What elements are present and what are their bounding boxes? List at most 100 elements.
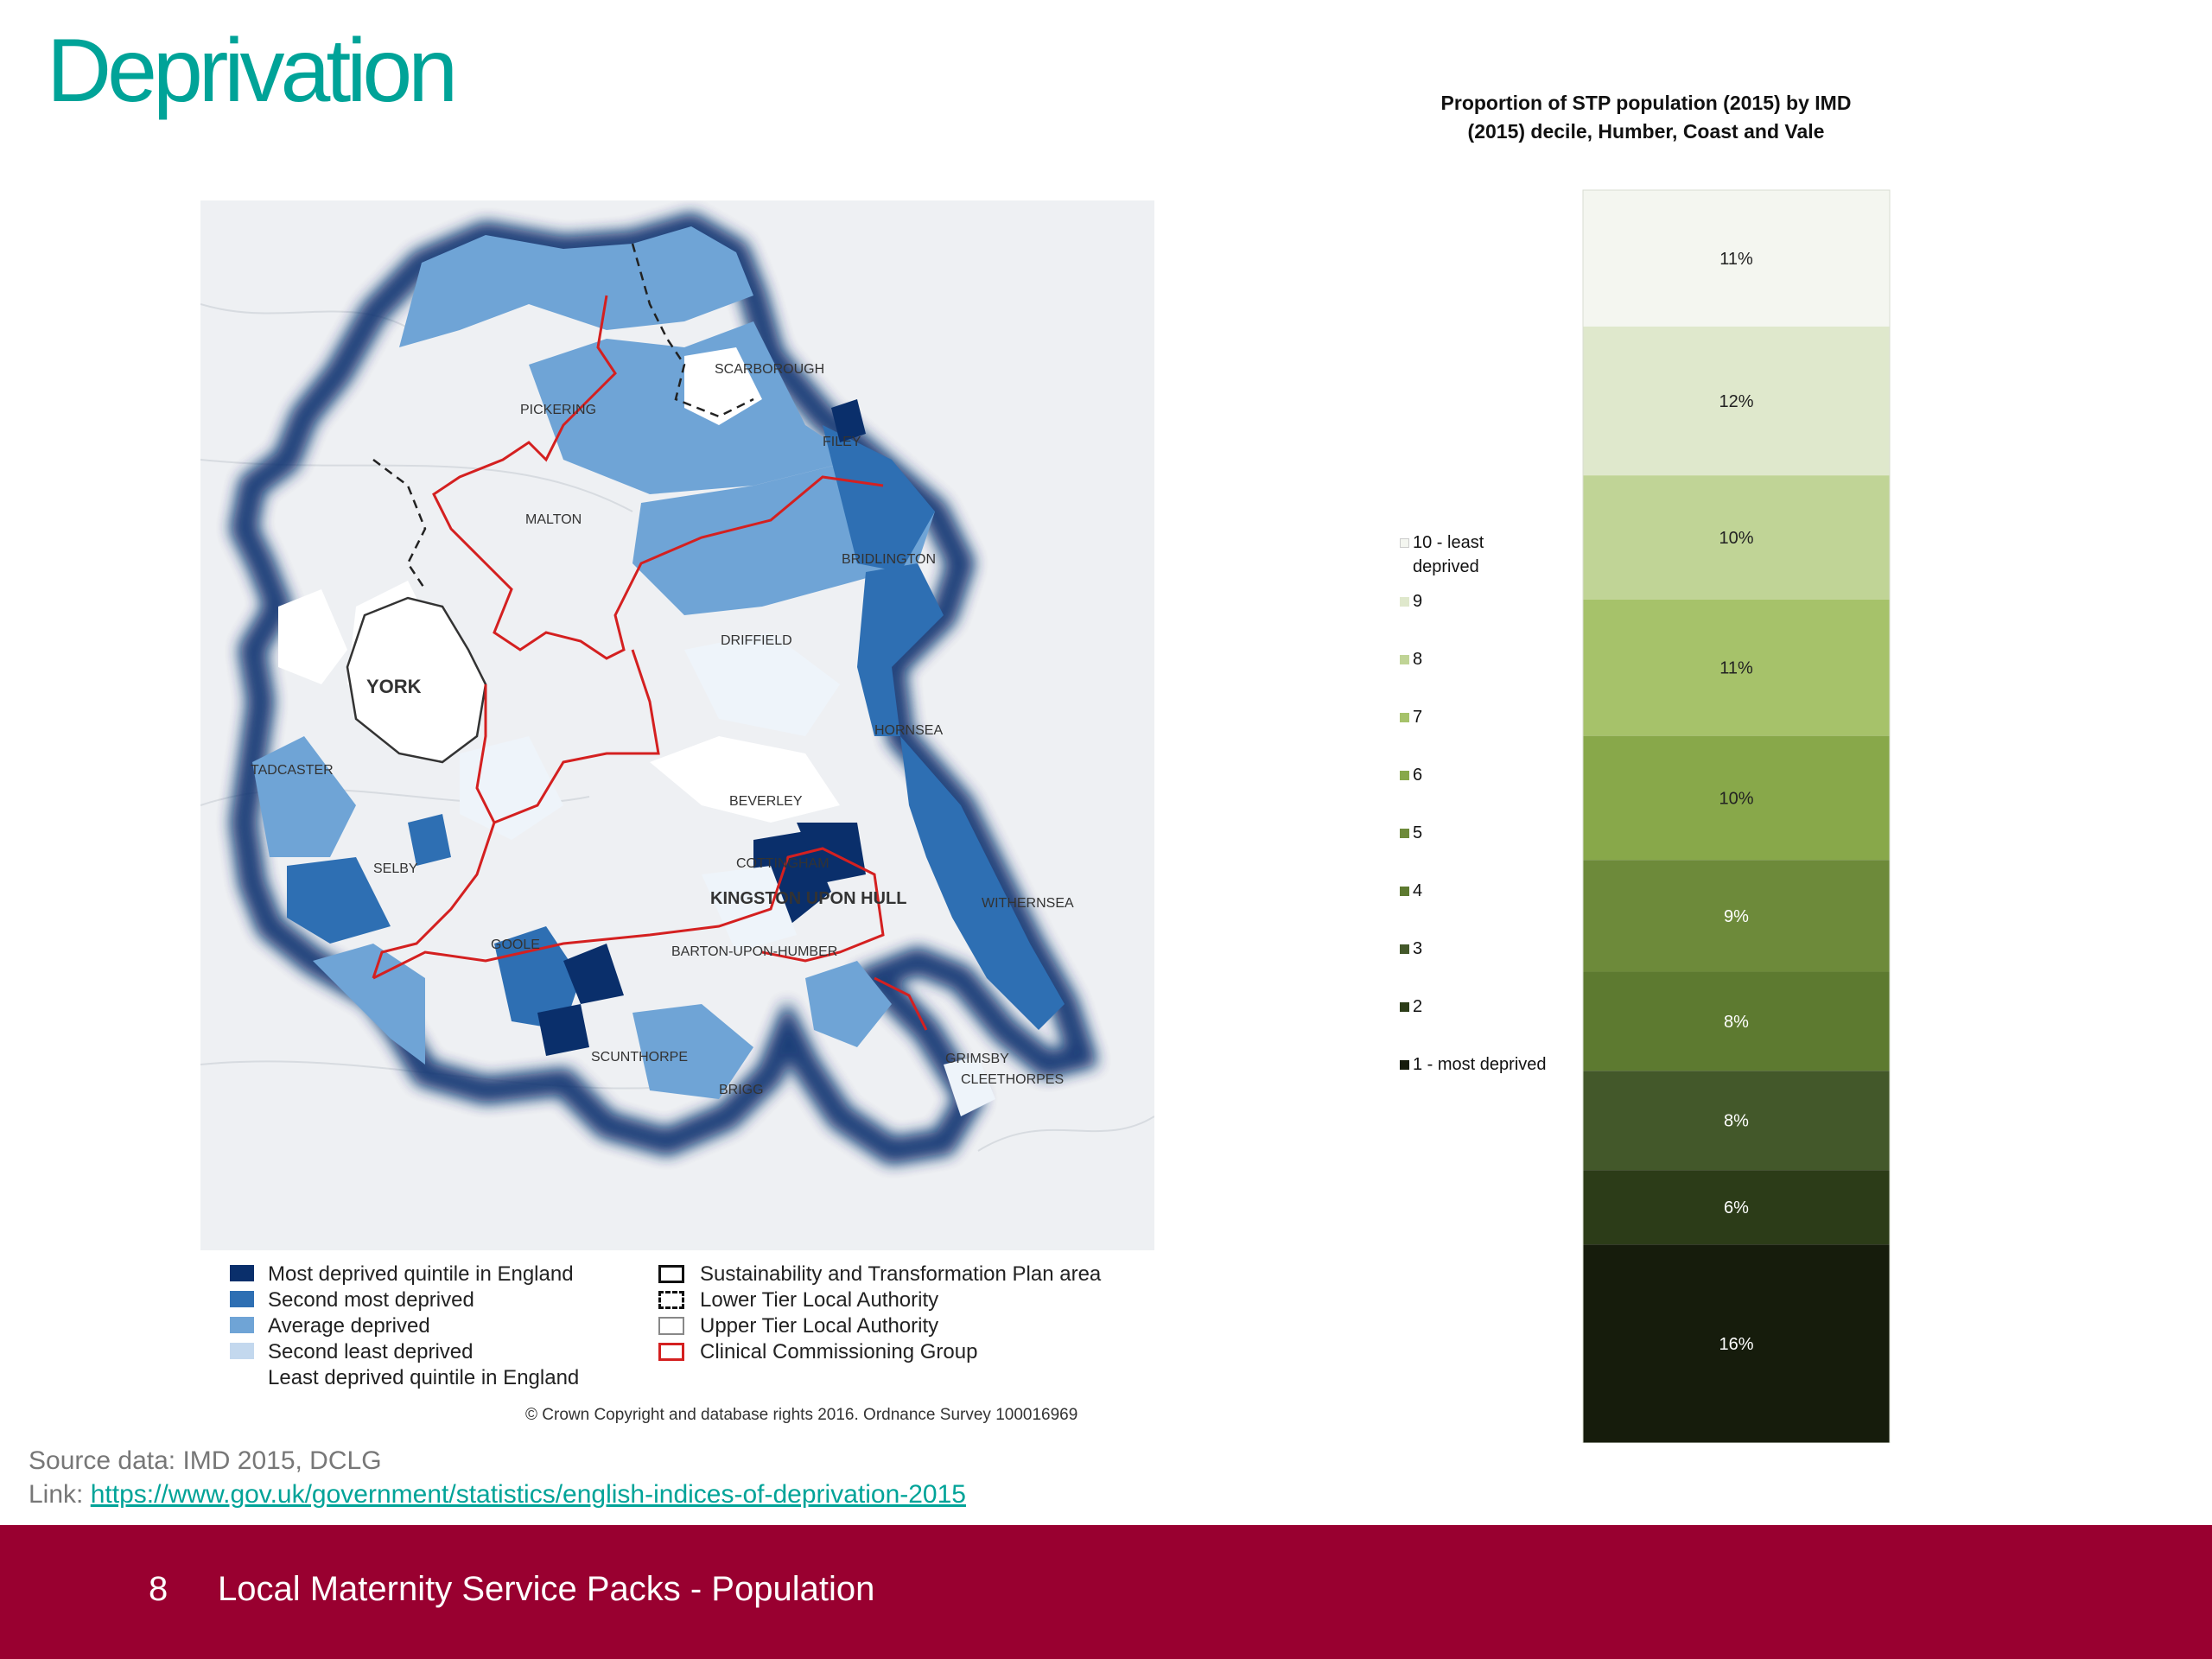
legend-label-second-least: Second least deprived — [268, 1340, 474, 1363]
bar-segment — [1583, 735, 1890, 861]
legend-swatch-decile-9 — [1400, 597, 1409, 607]
bar-segment — [1583, 326, 1890, 476]
place-label-grimsby: GRIMSBY — [945, 1052, 1009, 1066]
data-label: 9% — [1724, 907, 1749, 926]
data-label: 8% — [1724, 1013, 1749, 1032]
legend-swatch-second-least — [230, 1343, 254, 1359]
bar-outline — [1582, 189, 1891, 1443]
source-note: Source data: IMD 2015, DCLG Link: https:… — [29, 1444, 966, 1511]
place-label-driffield: DRIFFIELD — [721, 633, 792, 648]
data-label: 11% — [1719, 250, 1753, 269]
legend-swatch-stp — [658, 1265, 684, 1283]
data-label: 16% — [1719, 1335, 1753, 1354]
legend-label-second-most: Second most deprived — [268, 1288, 474, 1312]
place-label-cottingham: COTTINGHAM — [736, 856, 830, 871]
place-label-brigg: BRIGG — [719, 1083, 764, 1097]
legend-swatch-average — [230, 1317, 254, 1333]
bar-segment — [1583, 1244, 1890, 1443]
data-label: 6% — [1724, 1198, 1749, 1217]
legend-swatch-ccg — [658, 1343, 684, 1361]
data-label: 11% — [1719, 659, 1753, 678]
chart-title: Proportion of STP population (2015) by I… — [1440, 92, 1852, 143]
place-label-filey: FILEY — [823, 435, 861, 449]
place-label-hornsea: HORNSEA — [874, 723, 943, 738]
legend-label-upper-tier: Upper Tier Local Authority — [700, 1314, 939, 1338]
bar-segment — [1583, 1170, 1890, 1245]
quintile-patches — [252, 226, 1065, 1116]
legend-label-decile-2: 2 — [1413, 997, 1423, 1016]
legend-label-stp: Sustainability and Transformation Plan a… — [700, 1262, 1102, 1286]
legend-label-ccg: Clinical Commissioning Group — [700, 1340, 978, 1363]
legend-swatch-decile-6 — [1400, 771, 1409, 780]
footer-bar: 8 Local Maternity Service Packs - Popula… — [0, 1525, 2212, 1659]
legend-decile-1: 1 - most deprived — [1400, 1052, 1547, 1077]
legend-label-decile-7: 7 — [1413, 708, 1423, 727]
place-labels: SCARBOROUGH PICKERING FILEY MALTON BRIDL… — [251, 362, 1074, 1097]
source-link[interactable]: https://www.gov.uk/government/statistics… — [90, 1480, 966, 1509]
data-label: 12% — [1719, 392, 1753, 411]
legend-label-decile-10: 10 - least deprived — [1413, 533, 1484, 576]
legend-swatch-second-most — [230, 1291, 254, 1307]
bar-segment — [1583, 860, 1890, 972]
legend-swatch-decile-5 — [1400, 829, 1409, 838]
legend-swatch-upper-tier — [658, 1317, 684, 1335]
legend-decile-2: 2 — [1400, 995, 1422, 1019]
place-label-cleethorpes: CLEETHORPES — [961, 1072, 1064, 1087]
link-prefix: Link: — [29, 1480, 91, 1509]
legend-swatch-lower-tier — [658, 1291, 684, 1309]
legend-label-average: Average deprived — [268, 1314, 430, 1338]
place-label-selby: SELBY — [373, 861, 418, 876]
legend-swatch-decile-10 — [1400, 538, 1409, 548]
legend-decile-8: 8 — [1400, 647, 1422, 671]
legend-label-decile-8: 8 — [1413, 650, 1423, 669]
place-label-scarborough: SCARBOROUGH — [715, 362, 824, 377]
map-legend: Most deprived quintile in England Second… — [200, 1250, 1154, 1432]
footer-title: Local Maternity Service Packs - Populati… — [218, 1570, 875, 1608]
place-label-york: YORK — [366, 676, 422, 697]
source-link-row: Link: https://www.gov.uk/government/stat… — [29, 1478, 966, 1511]
legend-label-least-deprived: Least deprived quintile in England — [268, 1366, 580, 1389]
york-district — [346, 596, 487, 764]
legend-swatch-decile-4 — [1400, 887, 1409, 896]
legend-label-decile-5: 5 — [1413, 823, 1423, 842]
bar-segment — [1583, 190, 1890, 327]
data-label: 10% — [1719, 789, 1753, 808]
page-number: 8 — [149, 1570, 168, 1608]
place-label-barton: BARTON-UPON-HUMBER — [671, 944, 837, 959]
source-text: Source data: IMD 2015, DCLG — [29, 1446, 382, 1475]
legend-swatch-decile-3 — [1400, 944, 1409, 954]
bar-segment — [1583, 599, 1890, 736]
legend-label-decile-9: 9 — [1413, 592, 1423, 611]
lower-tier-boundaries — [372, 243, 754, 590]
legend-label-lower-tier: Lower Tier Local Authority — [700, 1288, 939, 1312]
bar-segment — [1583, 475, 1890, 600]
place-label-tadcaster: TADCASTER — [251, 763, 334, 778]
place-label-pickering: PICKERING — [520, 403, 596, 417]
page-title: Deprivation — [47, 21, 458, 121]
legend-label-decile-6: 6 — [1413, 766, 1423, 785]
legend-decile-7: 7 — [1400, 705, 1422, 729]
legend-decile-6: 6 — [1400, 763, 1422, 787]
map-image: SCARBOROUGH PICKERING FILEY MALTON BRIDL… — [200, 213, 1154, 1163]
legend-label-decile-1: 1 - most deprived — [1413, 1055, 1547, 1074]
legend-swatch-most-deprived — [230, 1265, 254, 1281]
legend-label-decile-3: 3 — [1413, 939, 1423, 958]
legend-swatch-decile-8 — [1400, 655, 1409, 664]
map-copyright: © Crown Copyright and database rights 20… — [525, 1406, 1078, 1424]
legend-decile-4: 4 — [1400, 879, 1422, 903]
legend-swatch-decile-7 — [1400, 713, 1409, 722]
deprivation-map: SCARBOROUGH PICKERING FILEY MALTON BRIDL… — [200, 200, 1154, 1250]
legend-label-most-deprived: Most deprived quintile in England — [268, 1262, 574, 1286]
place-label-malton: MALTON — [525, 512, 582, 527]
data-label: 8% — [1724, 1112, 1749, 1131]
legend-swatch-decile-1 — [1400, 1060, 1409, 1070]
ccg-boundaries — [372, 295, 928, 1031]
place-label-goole: GOOLE — [491, 938, 540, 952]
legend-decile-5: 5 — [1400, 821, 1422, 845]
data-label: 10% — [1719, 529, 1753, 548]
legend-swatch-decile-2 — [1400, 1002, 1409, 1012]
place-label-scunthorpe: SCUNTHORPE — [591, 1050, 688, 1065]
stacked-column-chart: 11% 12% 10% 11% 10% 9% 8% 8% 6% 16% — [1582, 189, 1891, 1443]
legend-decile-3: 3 — [1400, 937, 1422, 961]
bar-segment — [1583, 1071, 1890, 1171]
